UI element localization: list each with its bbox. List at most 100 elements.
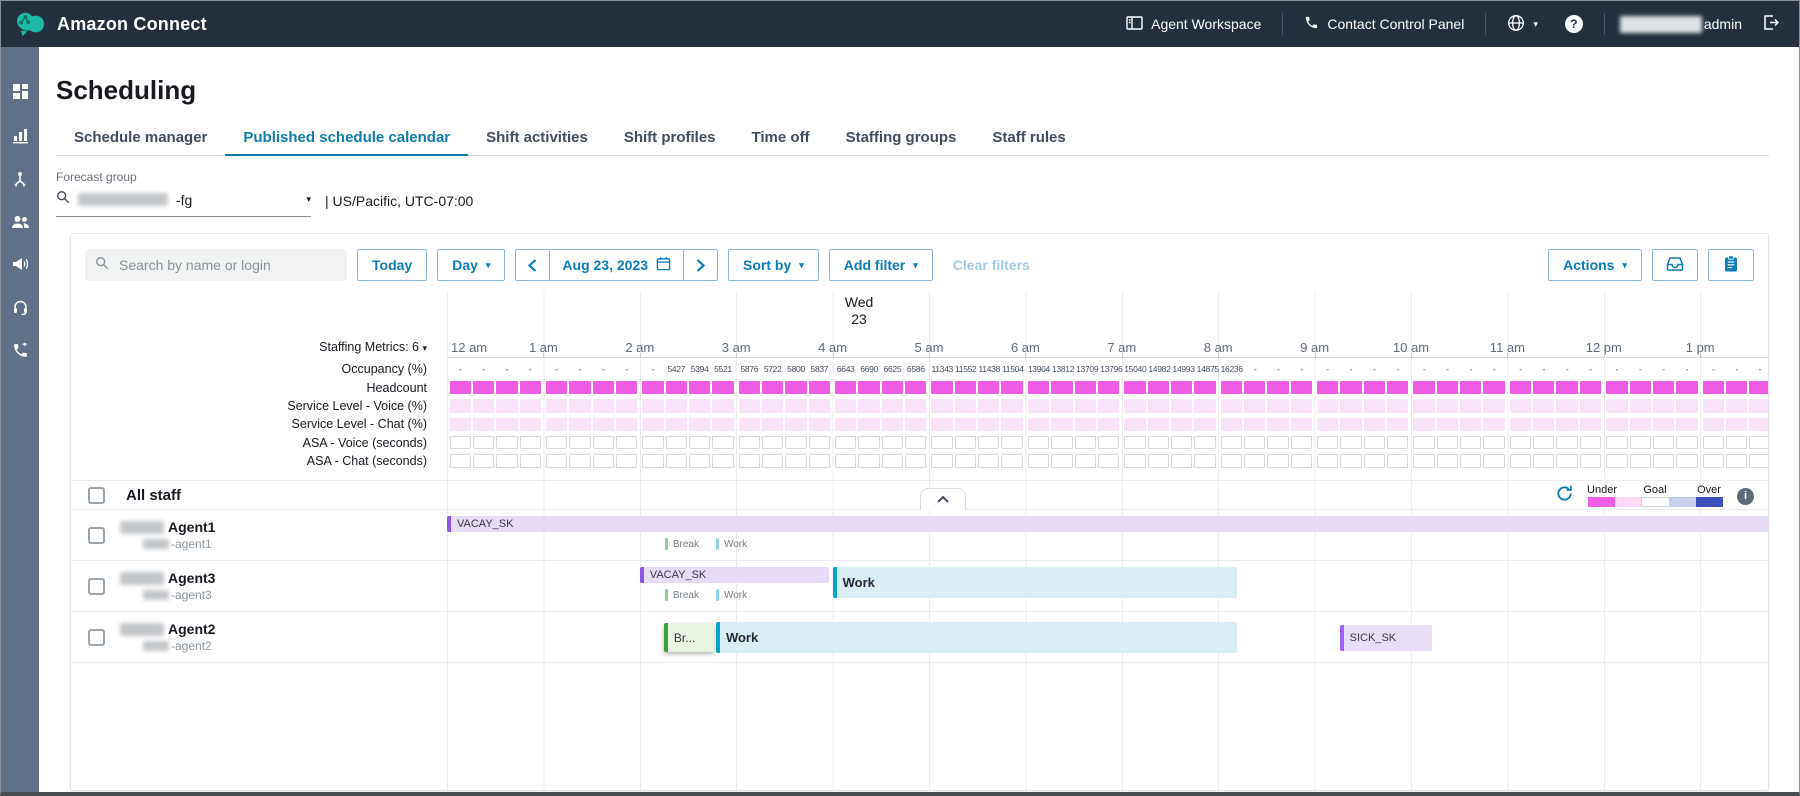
metric-cell <box>1148 399 1169 412</box>
metric-cell <box>666 399 687 412</box>
agent-checkbox[interactable] <box>88 527 105 544</box>
shift-block-br-[interactable]: Br... <box>664 623 714 652</box>
mini-activity-work[interactable]: Work <box>716 538 747 550</box>
tab-time-off[interactable]: Time off <box>734 120 828 156</box>
tab-staff-rules[interactable]: Staff rules <box>974 120 1083 156</box>
metric-cell <box>858 454 879 467</box>
metric-cell <box>1051 399 1072 412</box>
redacted-login <box>143 641 169 651</box>
metric-cell <box>835 381 856 394</box>
metric-value: 5722 <box>762 363 783 376</box>
metric-cell <box>1098 418 1119 431</box>
help-button[interactable]: ? <box>1559 14 1589 34</box>
search-box[interactable] <box>85 249 347 281</box>
actions-dropdown[interactable]: Actions▾ <box>1548 249 1642 281</box>
tab-published-schedule-calendar[interactable]: Published schedule calendar <box>225 120 468 156</box>
metric-cell <box>955 436 976 449</box>
metric-cell <box>1676 454 1697 467</box>
clipboard-button[interactable] <box>1708 249 1754 281</box>
metric-cell <box>546 381 567 394</box>
metric-cell <box>1413 399 1434 412</box>
metric-value: 5427 <box>666 363 687 376</box>
metric-value: - <box>1317 363 1338 376</box>
metric-cell <box>1098 399 1119 412</box>
language-globe-button[interactable]: ▾ <box>1501 13 1544 36</box>
metric-value: - <box>546 363 567 376</box>
all-staff-checkbox[interactable] <box>88 487 105 504</box>
metric-value: - <box>1606 363 1627 376</box>
metric-value: - <box>1703 363 1724 376</box>
info-icon[interactable]: i <box>1737 488 1754 505</box>
metric-cell <box>1483 399 1504 412</box>
metric-cell <box>1556 436 1577 449</box>
tab-shift-profiles[interactable]: Shift profiles <box>606 120 734 156</box>
divider <box>1604 13 1605 35</box>
announce-icon[interactable] <box>11 256 29 272</box>
metric-cell <box>593 454 614 467</box>
metric-cell <box>762 418 783 431</box>
shift-block-work[interactable]: Work <box>833 567 1238 598</box>
metric-cell <box>882 418 903 431</box>
day-view-dropdown[interactable]: Day▾ <box>437 249 505 281</box>
mini-activity-break[interactable]: Break <box>665 589 699 601</box>
metric-cell <box>1317 399 1338 412</box>
shift-block-vacay-sk[interactable]: VACAY_SK <box>447 516 1768 532</box>
next-day-button[interactable] <box>683 250 717 280</box>
search-input[interactable] <box>117 256 337 274</box>
tab-shift-activities[interactable]: Shift activities <box>468 120 606 156</box>
metric-cell <box>1726 436 1747 449</box>
mini-activity-break[interactable]: Break <box>665 538 699 550</box>
sort-by-dropdown[interactable]: Sort by▾ <box>728 249 819 281</box>
redacted-name <box>120 623 164 636</box>
shift-block-sick-sk[interactable]: SICK_SK <box>1340 625 1433 651</box>
staffing-metrics-dropdown[interactable]: Staffing Metrics: 6 ▾ <box>71 340 427 354</box>
today-button[interactable]: Today <box>357 249 427 281</box>
metric-cell <box>1749 399 1768 412</box>
metric-cell <box>809 418 830 431</box>
metric-cell <box>809 454 830 467</box>
shift-block-work[interactable]: Work <box>716 622 1238 653</box>
clear-filters-button[interactable]: Clear filters <box>947 256 1036 274</box>
metric-cell <box>1510 399 1531 412</box>
contact-control-panel-link[interactable]: Contact Control Panel <box>1298 14 1470 34</box>
agent-workspace-link[interactable]: Agent Workspace <box>1120 15 1267 34</box>
metric-cell <box>882 454 903 467</box>
metric-cell <box>1460 454 1481 467</box>
forecast-group-section: Forecast group -fg ▾ | US/Pacific, UTC-0… <box>56 170 1799 217</box>
refresh-button[interactable] <box>1555 484 1574 506</box>
metric-cell <box>1124 436 1145 449</box>
metric-cell <box>1749 436 1768 449</box>
shift-block-vacay-sk[interactable]: VACAY_SK <box>640 567 829 583</box>
metric-cell <box>1703 399 1724 412</box>
calls-icon[interactable] <box>12 342 29 359</box>
sign-out-button[interactable] <box>1757 14 1785 34</box>
dashboard-icon[interactable] <box>12 83 29 100</box>
metrics-icon[interactable] <box>12 127 29 144</box>
agent-checkbox[interactable] <box>88 578 105 595</box>
agent-checkbox[interactable] <box>88 629 105 646</box>
metric-cell <box>712 399 733 412</box>
routing-icon[interactable] <box>12 171 28 188</box>
metric-cell <box>1653 399 1674 412</box>
tab-staffing-groups[interactable]: Staffing groups <box>828 120 975 156</box>
tab-schedule-manager[interactable]: Schedule manager <box>56 120 225 156</box>
collapse-metrics-button[interactable] <box>920 488 966 510</box>
metric-cell <box>1051 381 1072 394</box>
date-picker-button[interactable]: Aug 23, 2023 <box>549 250 683 280</box>
headset-icon[interactable] <box>12 299 29 315</box>
forecast-group-select[interactable]: -fg ▾ <box>56 190 311 217</box>
metric-cell <box>473 399 494 412</box>
metric-value: 5521 <box>712 363 733 376</box>
metric-cell <box>1291 381 1312 394</box>
users-icon[interactable] <box>11 215 30 229</box>
mini-activity-work[interactable]: Work <box>716 589 747 601</box>
metric-cell <box>616 436 637 449</box>
metric-value: - <box>1630 363 1651 376</box>
add-filter-dropdown[interactable]: Add filter▾ <box>829 249 933 281</box>
metric-cell <box>1340 381 1361 394</box>
metric-cell <box>1387 454 1408 467</box>
inbox-button[interactable] <box>1652 249 1698 281</box>
metric-cell <box>1580 418 1601 431</box>
metric-cell <box>1075 436 1096 449</box>
previous-day-button[interactable] <box>516 250 549 280</box>
